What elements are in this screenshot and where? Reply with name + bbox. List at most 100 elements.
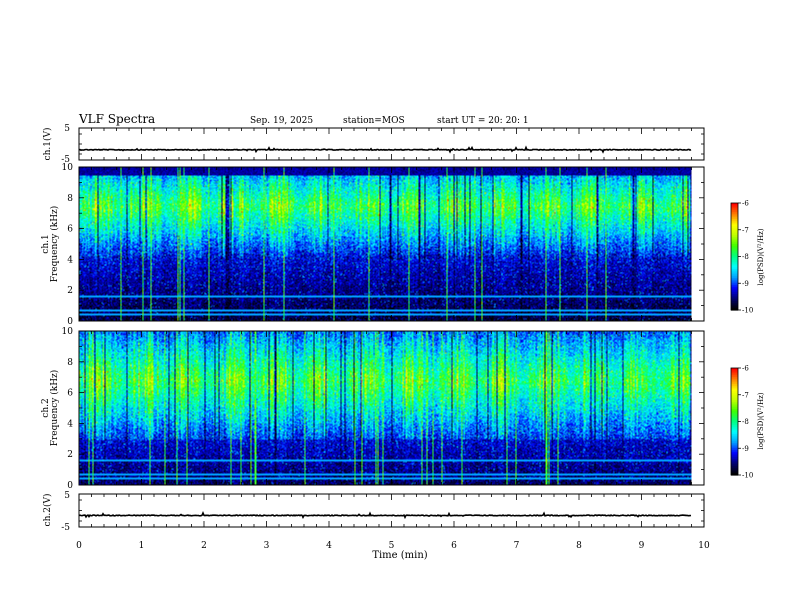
colorbar-cell bbox=[731, 235, 738, 238]
colorbar-cell bbox=[731, 274, 738, 277]
colorbar-cell bbox=[731, 306, 738, 309]
colorbar-cell bbox=[731, 247, 738, 250]
colorbar-tick-label: -8 bbox=[742, 253, 749, 261]
ch1-spectrogram-ticks bbox=[78, 167, 705, 321]
colorbar-cell bbox=[731, 217, 738, 220]
colorbar-cell bbox=[731, 285, 738, 288]
colorbar-cell bbox=[731, 403, 738, 407]
colorbar-cell bbox=[731, 453, 738, 456]
colorbar-cell bbox=[731, 444, 738, 448]
colorbar-cell bbox=[731, 252, 738, 256]
colorbar-cell bbox=[731, 272, 738, 275]
colorbar-cell bbox=[731, 368, 738, 371]
station-label: station=MOS bbox=[343, 116, 405, 126]
ch2-waveform-trace bbox=[78, 510, 692, 520]
colorbar-tick-label: -6 bbox=[742, 200, 749, 208]
colorbar-cell bbox=[731, 469, 738, 473]
colorbar-cell bbox=[731, 226, 738, 229]
frequency-tick-label: 2 bbox=[67, 450, 73, 460]
frequency-tick-label: 6 bbox=[67, 389, 73, 399]
colorbar-cell bbox=[731, 446, 738, 449]
colorbar-cell bbox=[731, 206, 738, 209]
start-time-label: start UT = 20: 20: 1 bbox=[437, 116, 529, 126]
ch1-colorbar: log(PSD)(V²/Hz) -6 -7 -8 -9 -10 bbox=[730, 200, 765, 315]
colorbar-cell bbox=[731, 375, 738, 378]
time-tick-label: 0 bbox=[76, 541, 82, 551]
ch1-waveform-trace bbox=[78, 145, 692, 154]
colorbar-cell bbox=[731, 464, 738, 467]
colorbar-cell bbox=[731, 458, 738, 462]
colorbar-cell bbox=[731, 426, 738, 430]
colorbar-cell bbox=[731, 389, 738, 392]
colorbar-cell bbox=[731, 462, 738, 465]
ch2-colorbar-label: log(PSD)(V²/Hz) bbox=[757, 392, 765, 449]
colorbar-cell bbox=[731, 208, 738, 211]
ch1-frequency-ylabel: Frequency (kHz) bbox=[49, 206, 60, 283]
colorbar-cell bbox=[731, 219, 738, 222]
time-tick-labels: 0 1 2 3 4 5 6 7 8 9 10 bbox=[76, 541, 710, 551]
time-tick-label: 8 bbox=[576, 541, 582, 551]
colorbar-tick-label: -10 bbox=[742, 307, 753, 315]
colorbar-cell bbox=[731, 439, 738, 442]
colorbar-cell bbox=[731, 302, 738, 306]
colorbar-cell bbox=[731, 210, 738, 213]
colorbar-cell bbox=[731, 466, 738, 469]
colorbar-cell bbox=[731, 414, 738, 417]
colorbar-cell bbox=[731, 231, 738, 234]
frequency-tick-label: 0 bbox=[67, 317, 73, 327]
ch1-waveform-panel: 5 -5 ch.1(V) bbox=[42, 124, 705, 165]
colorbar-cell bbox=[731, 385, 738, 389]
colorbar-cell bbox=[731, 224, 738, 227]
spectrogram-image bbox=[79, 331, 692, 485]
colorbar-cell bbox=[731, 222, 738, 225]
colorbar-cell bbox=[731, 473, 738, 476]
ch2-channel-label: ch.2 bbox=[41, 398, 51, 417]
colorbar-cell bbox=[731, 382, 738, 385]
ch1-colorbar-label: log(PSD)(V²/Hz) bbox=[757, 228, 765, 285]
colorbar-cell bbox=[731, 448, 738, 451]
colorbar-cell bbox=[731, 267, 738, 270]
colorbar-cell bbox=[731, 433, 738, 437]
colorbar-cell bbox=[731, 400, 738, 403]
colorbar-cell bbox=[731, 392, 738, 396]
ch1-waveform-ylabel: ch.1(V) bbox=[42, 128, 53, 161]
colorbar-cell bbox=[731, 442, 738, 446]
frequency-tick-label: 10 bbox=[62, 163, 74, 173]
frequency-tick-label: 4 bbox=[67, 255, 73, 265]
colorbar-cell bbox=[731, 292, 738, 295]
time-tick-label: 9 bbox=[639, 541, 645, 551]
ch1-frequency-tick-labels: 0 2 4 6 8 10 bbox=[62, 163, 704, 327]
colorbar-cell bbox=[731, 276, 738, 279]
colorbar-cell bbox=[731, 401, 738, 405]
colorbar-cell bbox=[731, 297, 738, 300]
colorbar-cell bbox=[731, 391, 738, 394]
colorbar-cell bbox=[731, 441, 738, 444]
colorbar-cell bbox=[731, 467, 738, 471]
time-tick-label: 5 bbox=[389, 541, 395, 551]
colorbar-cell bbox=[731, 373, 738, 376]
colorbar-cell bbox=[731, 277, 738, 281]
frequency-tick-label: 6 bbox=[67, 225, 73, 235]
colorbar-cell bbox=[731, 378, 738, 382]
colorbar-cell bbox=[731, 396, 738, 399]
colorbar-cell bbox=[731, 457, 738, 460]
colorbar-tick-label: -10 bbox=[742, 472, 753, 480]
time-tick-label: 7 bbox=[514, 541, 520, 551]
colorbar-cell bbox=[731, 301, 738, 304]
colorbar-cell bbox=[731, 380, 738, 383]
frequency-tick-label: 8 bbox=[67, 358, 73, 368]
frequency-tick-label: 0 bbox=[67, 481, 73, 491]
colorbar-cell bbox=[731, 437, 738, 440]
colorbar-tick-label: -7 bbox=[742, 391, 749, 399]
colorbar-cell bbox=[731, 430, 738, 433]
colorbar-cell bbox=[731, 256, 738, 259]
colorbar-cell bbox=[731, 450, 738, 453]
colorbar-tick-label: -7 bbox=[742, 226, 749, 234]
colorbar-tick-label: -9 bbox=[742, 445, 749, 453]
colorbar-cell bbox=[731, 245, 738, 249]
colorbar-cell bbox=[731, 412, 738, 415]
colorbar-cell bbox=[731, 384, 738, 387]
time-tick-label: 6 bbox=[451, 541, 457, 551]
colorbar-tick-label: -6 bbox=[742, 365, 749, 373]
ch2-waveform-panel: 5 -5 ch.2(V) bbox=[42, 491, 705, 533]
